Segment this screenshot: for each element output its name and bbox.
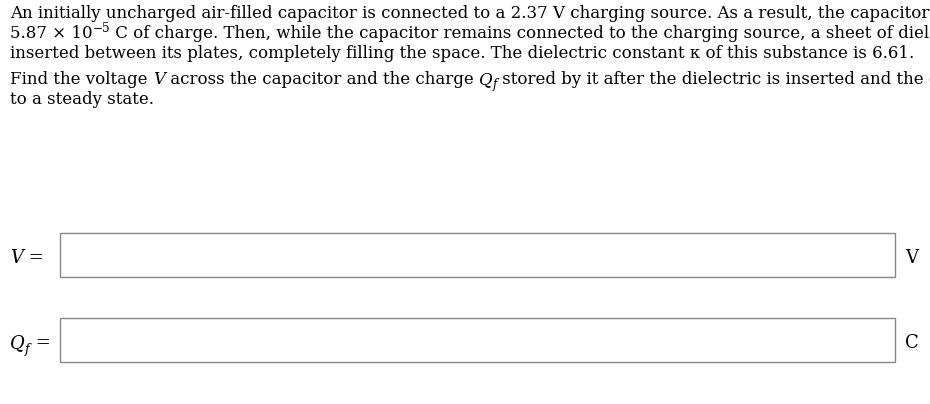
Text: Q: Q bbox=[479, 71, 492, 88]
Text: f: f bbox=[25, 343, 30, 356]
Text: C: C bbox=[905, 334, 919, 352]
Text: across the capacitor and the charge: across the capacitor and the charge bbox=[165, 71, 479, 88]
Text: V: V bbox=[905, 249, 918, 267]
Text: to a steady state.: to a steady state. bbox=[10, 91, 154, 108]
Text: An initially uncharged air-filled capacitor is connected to a 2.37 V charging so: An initially uncharged air-filled capaci… bbox=[10, 5, 930, 22]
Text: C of charge. Then, while the capacitor remains connected to the charging source,: C of charge. Then, while the capacitor r… bbox=[111, 25, 930, 42]
Text: =: = bbox=[23, 249, 44, 267]
Text: Q: Q bbox=[10, 334, 25, 352]
Text: V: V bbox=[153, 71, 165, 88]
Text: =: = bbox=[30, 334, 50, 352]
Text: f: f bbox=[492, 78, 497, 91]
Text: 5.87 × 10: 5.87 × 10 bbox=[10, 25, 93, 42]
Text: −5: −5 bbox=[93, 22, 111, 35]
Text: inserted between its plates, completely filling the space. The dielectric consta: inserted between its plates, completely … bbox=[10, 45, 914, 62]
Text: V: V bbox=[10, 249, 23, 267]
Text: stored by it after the dielectric is inserted and the circuit has returned: stored by it after the dielectric is ins… bbox=[497, 71, 930, 88]
Text: Find the voltage: Find the voltage bbox=[10, 71, 153, 88]
